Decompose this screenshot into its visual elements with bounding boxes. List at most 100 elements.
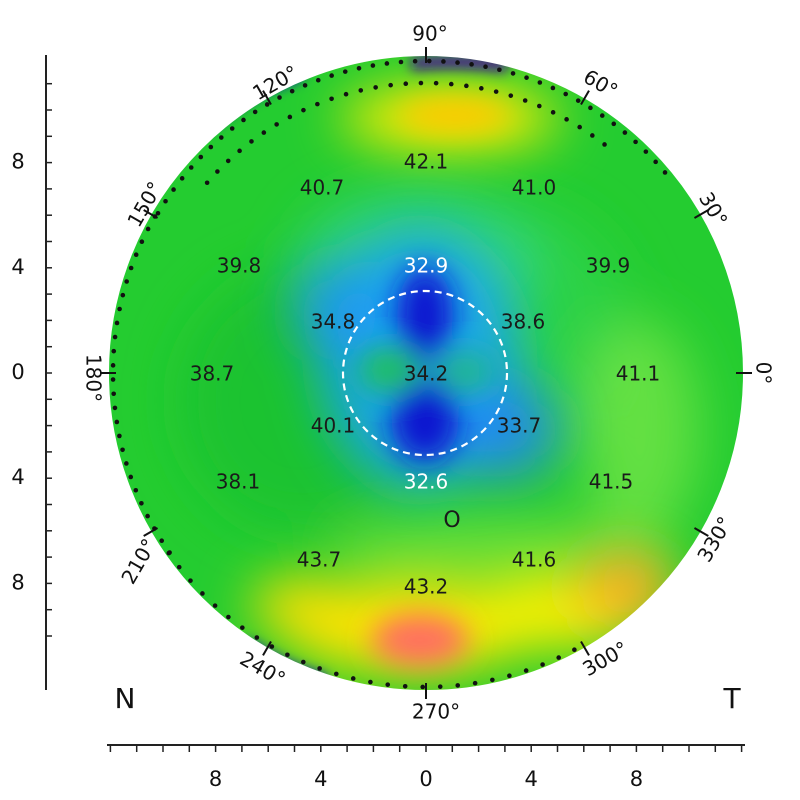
power-value: 38.6: [501, 310, 546, 334]
eyelid-dot: [577, 124, 582, 130]
power-value: 38.7: [190, 362, 235, 386]
eyelid-dot: [302, 83, 308, 88]
eyelid-dot: [599, 113, 605, 118]
eyelid-dot: [249, 139, 254, 144]
power-values: 42.1 40.7 41.0 39.8 39.9 32.9 34.8 38.6 38.7 34.2…: [190, 150, 661, 599]
eyelid-dot: [490, 677, 495, 683]
angle-tick: [693, 527, 709, 537]
eyelid-dot: [240, 625, 245, 630]
eyelid-dot: [550, 110, 556, 115]
eyelid-dot: [388, 82, 393, 88]
eyelid-dot: [110, 377, 116, 382]
eyelid-dot: [479, 86, 484, 91]
power-value: 32.6: [404, 470, 449, 494]
eyelid-dot: [179, 176, 185, 181]
eyelid-dot: [117, 433, 122, 439]
angle-label: 90°: [412, 22, 447, 46]
angle-tick: [693, 209, 709, 219]
eyelid-dot: [510, 71, 516, 76]
eyelid-dot: [110, 363, 116, 368]
eyelid-dot: [497, 67, 502, 73]
eyelid-dot: [342, 69, 348, 74]
eyelid-dot: [264, 102, 270, 107]
eyelid-dot: [145, 513, 150, 519]
eyelid-dot: [333, 671, 339, 677]
eyelid-dot: [483, 64, 488, 70]
eyelid-dot: [343, 91, 349, 97]
power-value: 40.1: [311, 414, 356, 438]
eyelid-dot: [398, 59, 404, 65]
eyelid-dot: [241, 117, 246, 123]
eyelid-dots: [110, 58, 668, 690]
eyelid-dot: [643, 149, 649, 154]
eyelid-dot: [226, 614, 231, 620]
eyelid-dot: [285, 652, 290, 658]
eyelid-dot: [124, 461, 129, 466]
eyelid-dot: [469, 62, 474, 67]
eyelid-dot: [277, 95, 282, 100]
angle-tick: [580, 90, 590, 106]
power-value: 33.7: [497, 414, 542, 438]
eyelid-dot: [455, 60, 460, 65]
eyelid-dot: [152, 526, 157, 531]
x-axis-tick-label: 4: [314, 767, 327, 791]
power-value: 41.1: [616, 362, 661, 386]
x-axis-tick-label: 8: [630, 767, 643, 791]
eyelid-dot: [128, 474, 134, 480]
eyelid-dot: [441, 59, 446, 64]
eyelid-dot: [145, 226, 151, 232]
eyelid-dot: [370, 63, 376, 68]
eyelid-dot: [188, 165, 194, 170]
eyelid-dot: [540, 662, 545, 667]
eyelid-dot: [437, 684, 443, 689]
x-axis-tick-label: 8: [209, 767, 222, 791]
power-value: 41.0: [512, 176, 557, 200]
y-axis-tick-label: 8: [11, 570, 24, 594]
power-value: 38.1: [216, 470, 261, 494]
eyelid-dot: [133, 487, 139, 493]
eyelid-dot: [523, 668, 529, 673]
eyelid-dot: [426, 58, 432, 64]
eyelid-dot: [229, 126, 235, 131]
temporal-label: T: [722, 682, 741, 715]
eyelid-dot: [493, 89, 499, 94]
eyelid-dot: [412, 58, 418, 64]
eyelid-dot: [537, 103, 542, 109]
eyelid-dot: [433, 80, 439, 86]
eyelid-dot: [563, 91, 569, 97]
eyelid-dot: [315, 77, 321, 83]
power-map-disc: [108, 55, 744, 691]
eyelid-dot: [219, 135, 224, 140]
y-axis-ticks: 8 4 0 4 8: [11, 82, 52, 637]
eyelid-dot: [402, 684, 408, 689]
power-value: 42.1: [404, 150, 449, 174]
eyelid-dot: [171, 187, 176, 192]
angle-ticks: [100, 47, 752, 699]
eyelid-dot: [274, 122, 279, 127]
eyelid-dot: [225, 158, 231, 164]
y-axis-tick-label: 4: [11, 465, 24, 489]
power-value: 34.8: [311, 310, 356, 334]
eyelid-dot: [120, 292, 126, 298]
eyelid-dot: [301, 659, 306, 665]
eyelid-dot: [212, 603, 218, 608]
eyelid-dot: [208, 144, 214, 150]
y-axis-tick-label: 8: [11, 150, 24, 174]
angle-label: 210°: [116, 534, 161, 588]
eyelid-dot: [350, 676, 356, 681]
eyelid-dot: [455, 683, 461, 688]
power-value: 39.9: [586, 254, 631, 278]
eyelid-dot: [128, 265, 134, 271]
eyelid-dot: [602, 142, 607, 147]
eyelid-dot: [111, 348, 117, 354]
eyelid-dot: [120, 447, 125, 453]
x-axis-ticks: 8 4 0 4 8: [109, 745, 743, 791]
eyelid-dot: [252, 109, 258, 115]
eyelid-dot: [550, 85, 556, 91]
power-value: 43.2: [404, 575, 449, 599]
eyelid-dot: [588, 105, 593, 111]
eyelid-dot: [522, 98, 528, 103]
eyelid-dot: [254, 635, 260, 640]
eyelid-dot: [572, 647, 577, 653]
eyelid-dot: [139, 500, 144, 506]
